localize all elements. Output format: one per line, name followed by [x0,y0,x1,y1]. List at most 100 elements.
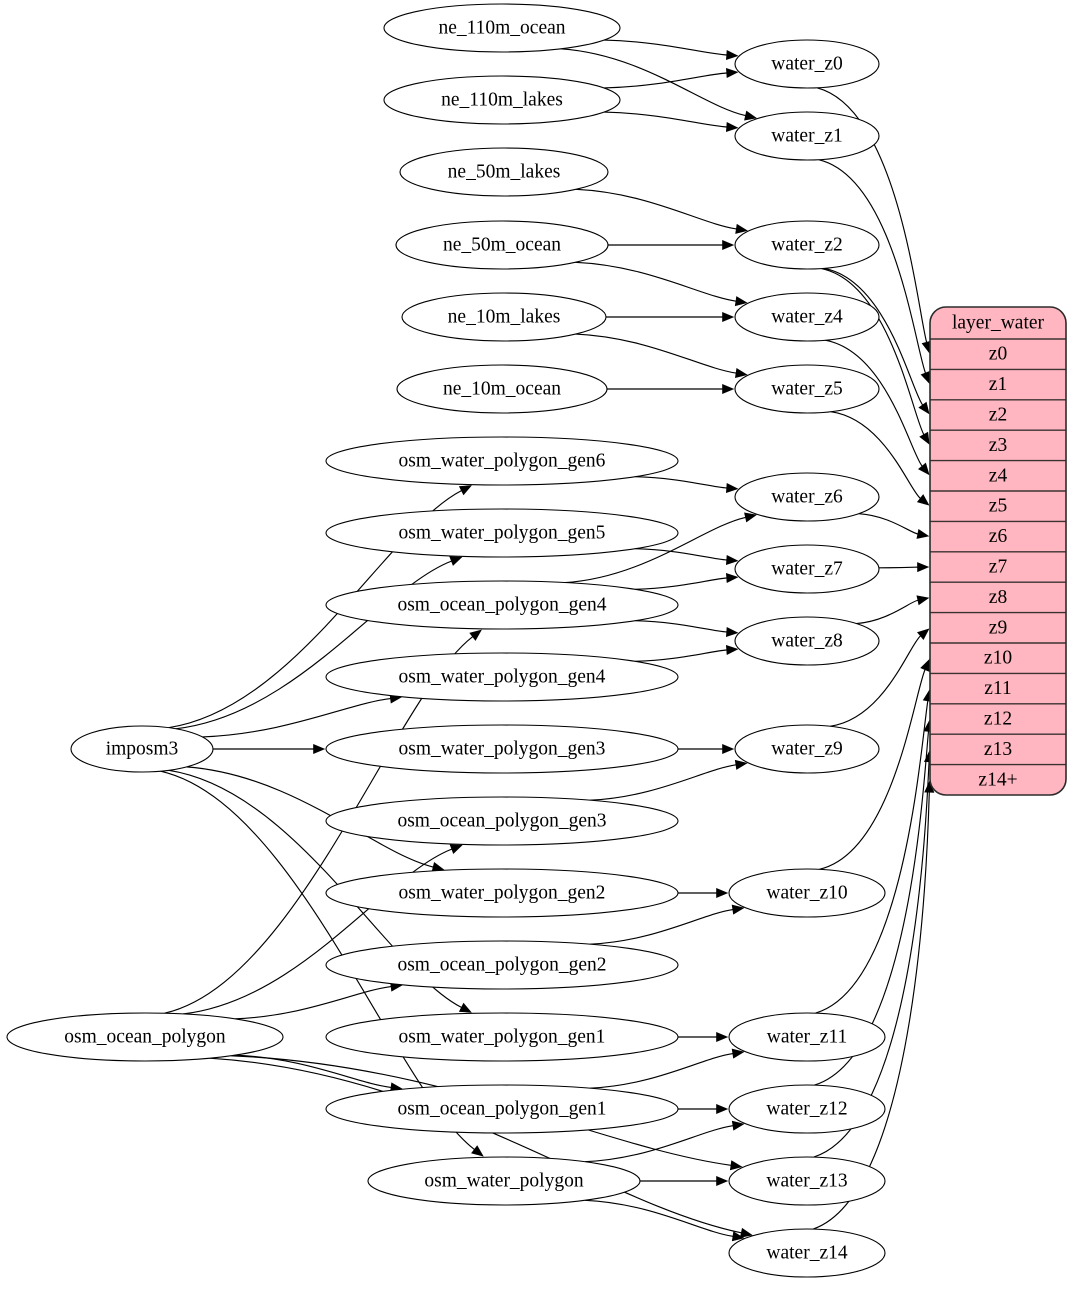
node-water_z13[interactable]: water_z13 [728,1156,886,1206]
node-label: osm_water_polygon_gen6 [399,450,606,471]
node-shape [734,292,880,342]
edge-imposm3-to-osm_water_polygon_gen5 [175,560,452,730]
edge-arrowhead [458,485,472,496]
node-water_z0[interactable]: water_z0 [734,39,880,89]
node-label: osm_water_polygon_gen4 [399,666,606,687]
edge-water_z9-to-table_z9 [829,635,921,727]
edge-arrowhead [916,528,930,539]
node-label: osm_ocean_polygon_gen2 [397,954,606,975]
node-ne_10m_lakes[interactable]: ne_10m_lakes [401,292,607,342]
node-shape [383,3,621,53]
table-row-z5[interactable]: z5 [989,496,1007,517]
node-ne_50m_lakes[interactable]: ne_50m_lakes [399,147,609,197]
edge-arrowhead [716,1103,729,1115]
node-shape [395,220,609,270]
edge-water_z8-to-table_z8 [856,599,919,625]
table-row-z0[interactable]: z0 [989,344,1007,365]
edge-osm_water_polygon_gen6-to-water_z6 [635,476,727,489]
table-row-z7[interactable]: z7 [989,556,1008,577]
edge-osm_ocean_polygon_gen2-to-water_z10 [590,909,733,945]
edge-water_z2-to-table_z3 [821,267,925,435]
node-water_z14[interactable]: water_z14 [728,1228,886,1278]
node-osm_ocean_polygon_gen2[interactable]: osm_ocean_polygon_gen2 [325,940,679,990]
node-water_z8[interactable]: water_z8 [734,616,880,666]
edge-ne_110m_ocean-to-water_z0 [604,39,727,56]
table-row-z13[interactable]: z13 [984,739,1012,760]
node-water_z2[interactable]: water_z2 [734,220,880,270]
node-shape [734,364,880,414]
table-row-z1[interactable]: z1 [989,374,1007,395]
edge-water_z7-to-table_z7 [878,566,918,569]
node-water_z4[interactable]: water_z4 [734,292,880,342]
node-shape [734,39,880,89]
node-osm_water_polygon_gen4[interactable]: osm_water_polygon_gen4 [325,652,679,702]
edge-arrowhead [722,311,735,323]
node-label: water_z1 [771,125,842,146]
node-shape [6,1012,284,1062]
node-water_z12[interactable]: water_z12 [728,1084,886,1134]
table-row-z10[interactable]: z10 [984,648,1012,669]
node-label: water_z13 [766,1170,847,1191]
table-row-z12[interactable]: z12 [984,708,1012,729]
edge-arrowhead [725,67,739,79]
edge-water_z1-to-table_z1 [818,159,926,374]
node-label: osm_water_polygon_gen1 [399,1026,606,1047]
node-osm_water_polygon_gen1[interactable]: osm_water_polygon_gen1 [325,1012,679,1062]
edge-water_z6-to-table_z6 [858,513,918,535]
edge-osm_ocean_polygon-to-osm_ocean_polygon_gen2 [235,985,392,1020]
node-shape [728,1228,886,1278]
edge-arrowhead [725,626,739,638]
node-shape [396,364,608,414]
edge-arrowhead [722,383,735,395]
node-osm_water_polygon_gen6[interactable]: osm_water_polygon_gen6 [325,436,679,486]
node-water_z6[interactable]: water_z6 [734,472,880,522]
node-shape [399,147,609,197]
node-label: ne_50m_ocean [443,234,561,255]
edge-osm_water_polygon-to-water_z12 [585,1125,734,1163]
edge-arrowhead [920,370,931,384]
node-water_z5[interactable]: water_z5 [734,364,880,414]
node-ne_110m_ocean[interactable]: ne_110m_ocean [383,3,621,53]
table-row-z4[interactable]: z4 [989,465,1008,486]
node-water_z11[interactable]: water_z11 [728,1012,886,1062]
table-row-z9[interactable]: z9 [989,617,1007,638]
node-imposm3[interactable]: imposm3 [70,725,214,773]
table-row-z6[interactable]: z6 [989,526,1008,547]
table-row-z3[interactable]: z3 [989,435,1007,456]
edge-arrowhead [722,239,735,251]
node-label: ne_50m_lakes [448,161,561,182]
node-ne_10m_ocean[interactable]: ne_10m_ocean [396,364,608,414]
node-shape [325,940,679,990]
node-water_z10[interactable]: water_z10 [728,868,886,918]
node-water_z7[interactable]: water_z7 [734,544,880,594]
node-osm_water_polygon[interactable]: osm_water_polygon [367,1156,641,1206]
edge-water_z2-to-table_z2 [823,267,924,406]
node-ne_50m_ocean[interactable]: ne_50m_ocean [395,220,609,270]
node-water_z1[interactable]: water_z1 [734,111,880,161]
node-label: osm_water_polygon [424,1170,583,1191]
node-osm_water_polygon_gen5[interactable]: osm_water_polygon_gen5 [325,508,679,558]
edge-arrowhead [734,368,748,379]
node-water_z9[interactable]: water_z9 [734,724,880,774]
edge-arrowhead [739,1227,753,1238]
node-label: water_z4 [771,306,843,327]
edge-arrowhead [734,296,748,307]
edge-ne_110m_lakes-to-water_z1 [604,111,727,128]
node-osm_water_polygon_gen3[interactable]: osm_water_polygon_gen3 [325,724,679,774]
node-label: osm_ocean_polygon [64,1026,226,1047]
table-row-z11[interactable]: z11 [984,678,1011,699]
node-ne_110m_lakes[interactable]: ne_110m_lakes [383,75,621,125]
node-osm_ocean_polygon_gen1[interactable]: osm_ocean_polygon_gen1 [325,1084,679,1134]
node-osm_ocean_polygon_gen3[interactable]: osm_ocean_polygon_gen3 [325,796,679,846]
node-osm_ocean_polygon[interactable]: osm_ocean_polygon [6,1012,284,1062]
node-shape [728,1156,886,1206]
table-row-z14+[interactable]: z14+ [978,769,1017,790]
node-shape [325,1084,679,1134]
edge-arrowhead [725,49,739,61]
table-row-z8[interactable]: z8 [989,587,1007,608]
node-osm_water_polygon_gen2[interactable]: osm_water_polygon_gen2 [325,868,679,918]
node-label: osm_ocean_polygon_gen4 [397,594,606,615]
edge-ne_110m_ocean-to-water_z1 [560,48,746,117]
node-osm_ocean_polygon_gen4[interactable]: osm_ocean_polygon_gen4 [325,580,679,630]
table-row-z2[interactable]: z2 [989,404,1007,425]
